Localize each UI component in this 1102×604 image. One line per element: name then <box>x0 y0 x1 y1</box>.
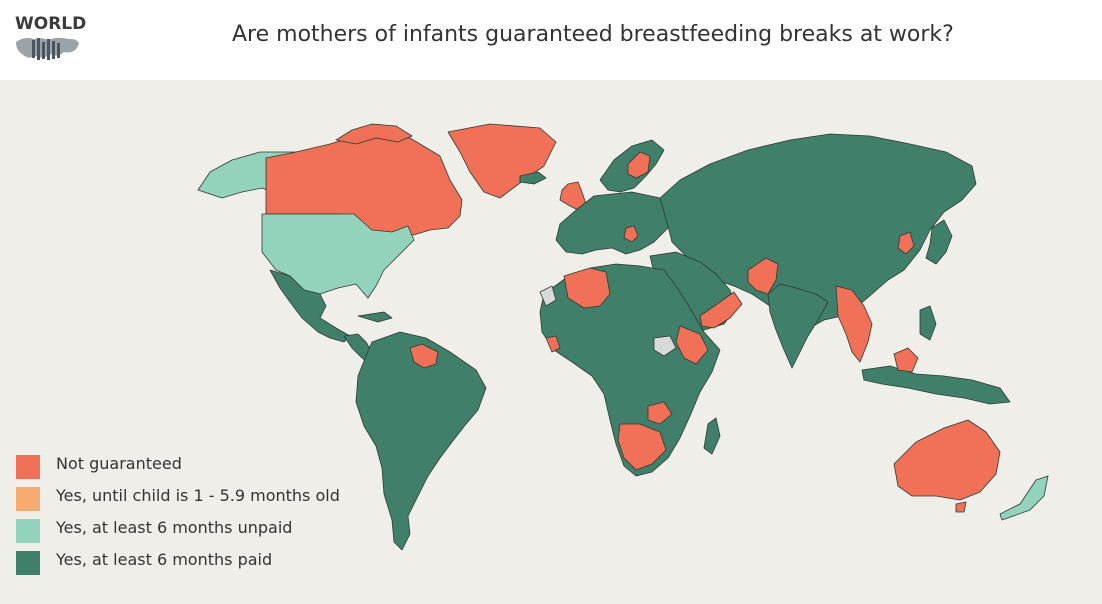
region-algeria[interactable] <box>563 267 611 309</box>
region-southeast-asia[interactable] <box>835 285 873 363</box>
region-greenland[interactable] <box>447 123 557 199</box>
region-madagascar[interactable] <box>703 417 721 455</box>
region-korea[interactable] <box>897 231 915 255</box>
logo-text: WORLD <box>15 14 87 34</box>
legend-swatch-six-months-paid <box>16 551 40 575</box>
region-borneo[interactable] <box>893 347 919 373</box>
region-iceland[interactable] <box>519 171 547 185</box>
region-yemen-oman[interactable] <box>699 291 743 329</box>
region-caribbean[interactable] <box>357 311 393 323</box>
region-pakistan[interactable] <box>747 257 779 295</box>
region-guianas[interactable] <box>409 343 439 369</box>
legend-swatch-until-child-1-5-9-months <box>16 487 40 511</box>
world-map <box>0 80 1102 604</box>
region-new-zealand[interactable] <box>999 475 1049 521</box>
region-finland[interactable] <box>627 151 651 179</box>
world-people-icon <box>16 37 79 60</box>
region-indonesia[interactable] <box>861 365 1011 405</box>
world-logo: WORLD <box>14 12 87 68</box>
region-australia[interactable] <box>893 419 1001 501</box>
region-horn-of-africa[interactable] <box>675 325 709 365</box>
region-central-africa[interactable] <box>647 401 673 425</box>
legend-item-not-guaranteed: Not guaranteed <box>16 454 346 479</box>
legend-label: Not guaranteed <box>56 454 182 473</box>
region-india[interactable] <box>767 283 829 369</box>
legend-item-until-child-1-5-9-months: Yes, until child is 1 - 5.9 months old <box>16 486 346 511</box>
legend-swatch-six-months-unpaid <box>16 519 40 543</box>
region-south-america[interactable] <box>355 331 487 551</box>
header: WORLD Are mothers of infants guaranteed … <box>0 0 1102 80</box>
region-balkans[interactable] <box>623 225 639 243</box>
legend-label: Yes, until child is 1 - 5.9 months old <box>56 486 340 505</box>
region-japan[interactable] <box>925 219 953 265</box>
legend-swatch-not-guaranteed <box>16 455 40 479</box>
region-arctic-islands[interactable] <box>335 123 413 145</box>
legend-label: Yes, at least 6 months paid <box>56 550 273 569</box>
region-tasmania[interactable] <box>955 501 967 513</box>
region-south-sudan[interactable] <box>653 335 677 357</box>
map-legend: Not guaranteed Yes, until child is 1 - 5… <box>16 454 346 582</box>
region-africa[interactable] <box>539 263 721 477</box>
region-southern-africa[interactable] <box>617 423 667 471</box>
world-map-svg <box>197 123 1049 551</box>
region-western-sahara[interactable] <box>539 285 557 307</box>
legend-item-six-months-unpaid: Yes, at least 6 months unpaid <box>16 518 346 543</box>
region-west-africa[interactable] <box>545 335 561 353</box>
region-philippines[interactable] <box>919 305 937 341</box>
legend-label: Yes, at least 6 months unpaid <box>56 518 293 537</box>
legend-item-six-months-paid: Yes, at least 6 months paid <box>16 550 346 575</box>
page-title: Are mothers of infants guaranteed breast… <box>232 22 954 47</box>
region-europe[interactable] <box>555 191 673 255</box>
